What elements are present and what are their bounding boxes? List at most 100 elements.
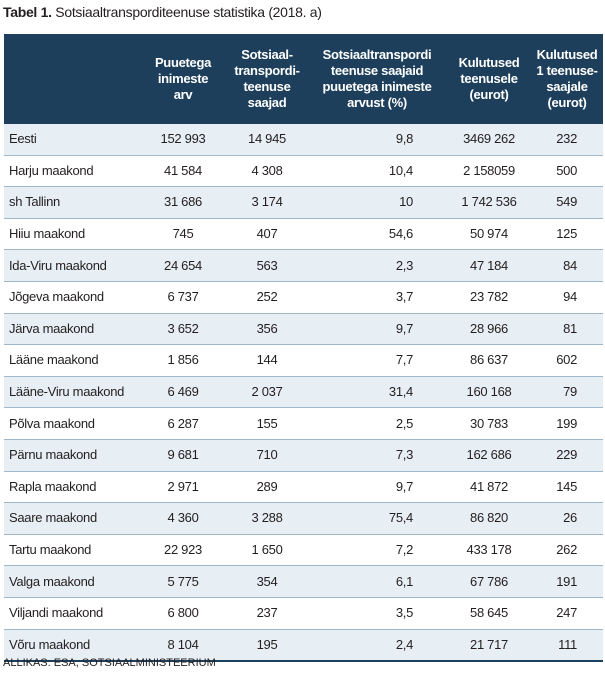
transport-recipients: 237 bbox=[227, 597, 307, 630]
table-row: Lääne maakond 1 856 144 7,7 86 637 602 bbox=[4, 344, 603, 377]
service-expenses: 3469 262 bbox=[447, 124, 531, 156]
disabled-people-count: 41 584 bbox=[139, 155, 227, 188]
table-row: sh Tallinn 31 686 3 174 10 1 742 536 549 bbox=[4, 186, 603, 219]
transport-recipients: 563 bbox=[227, 249, 307, 282]
table-row: Viljandi maakond 6 800 237 3,5 58 645 247 bbox=[4, 597, 603, 630]
transport-recipients: 407 bbox=[227, 218, 307, 251]
recipients-share: 7,2 bbox=[307, 534, 447, 567]
table-row: Jõgeva maakond 6 737 252 3,7 23 782 94 bbox=[4, 281, 603, 314]
region-name: Võru maakond bbox=[4, 629, 139, 663]
region-name: Ida-Viru maakond bbox=[4, 249, 139, 282]
expense-per-recipient: 81 bbox=[531, 313, 603, 346]
region-name: Viljandi maakond bbox=[4, 597, 139, 630]
region-name: Harju maakond bbox=[4, 155, 139, 188]
expense-per-recipient: 26 bbox=[531, 502, 603, 535]
table-row: Ida-Viru maakond 24 654 563 2,3 47 184 84 bbox=[4, 249, 603, 282]
disabled-people-count: 24 654 bbox=[139, 249, 227, 282]
transport-recipients: 144 bbox=[227, 344, 307, 377]
service-expenses: 47 184 bbox=[447, 249, 531, 282]
transport-recipients: 14 945 bbox=[227, 124, 307, 156]
region-name: sh Tallinn bbox=[4, 186, 139, 219]
region-name: Saare maakond bbox=[4, 502, 139, 535]
region-name: Eesti bbox=[4, 124, 139, 156]
recipients-share: 6,1 bbox=[307, 565, 447, 598]
transport-recipients: 356 bbox=[227, 313, 307, 346]
expense-per-recipient: 191 bbox=[531, 565, 603, 598]
service-expenses: 67 786 bbox=[447, 565, 531, 598]
region-name: Hiiu maakond bbox=[4, 218, 139, 251]
caption-title: Sotsiaaltransporditeenuse statistika (20… bbox=[55, 4, 322, 20]
table-body: Eesti 152 993 14 945 9,8 3469 262 232 Harju ma… bbox=[4, 124, 603, 663]
table-row: Lääne-Viru maakond 6 469 2 037 31,4 160 168 7… bbox=[4, 376, 603, 409]
transport-recipients: 2 037 bbox=[227, 376, 307, 409]
disabled-people-count-header: Puuetega inimeste arv bbox=[139, 34, 227, 124]
disabled-people-count: 152 993 bbox=[139, 124, 227, 156]
recipients-share: 31,4 bbox=[307, 376, 447, 409]
transport-recipients: 354 bbox=[227, 565, 307, 598]
expense-per-recipient: 199 bbox=[531, 407, 603, 440]
table-row: Võru maakond 8 104 195 2,4 21 717 111 bbox=[4, 629, 603, 663]
header-row: Puuetega inimeste arv Sotsiaal- transpord… bbox=[4, 34, 603, 124]
expense-per-recipient: 111 bbox=[531, 629, 603, 663]
disabled-people-count: 2 971 bbox=[139, 471, 227, 504]
expense-per-recipient: 232 bbox=[531, 124, 603, 156]
recipients-share: 7,3 bbox=[307, 439, 447, 472]
region-name: Järva maakond bbox=[4, 313, 139, 346]
expense-per-recipient: 229 bbox=[531, 439, 603, 472]
region-name: Valga maakond bbox=[4, 565, 139, 598]
region-name: Lääne maakond bbox=[4, 344, 139, 377]
region-name: Tartu maakond bbox=[4, 534, 139, 567]
disabled-people-count: 1 856 bbox=[139, 344, 227, 377]
disabled-people-count: 9 681 bbox=[139, 439, 227, 472]
source-note: ALLIKAS: ESA, SOTSIAALMINISTEERIUM bbox=[3, 657, 216, 669]
transport-recipients: 710 bbox=[227, 439, 307, 472]
recipients-share-header: Sotsiaaltranspordi teenuse saajaid puuet… bbox=[307, 34, 447, 124]
disabled-people-count: 6 287 bbox=[139, 407, 227, 440]
service-expenses: 21 717 bbox=[447, 629, 531, 663]
recipients-share: 9,7 bbox=[307, 471, 447, 504]
table-row: Harju maakond 41 584 4 308 10,4 2 158059 500 bbox=[4, 155, 603, 188]
region-name: Rapla maakond bbox=[4, 471, 139, 504]
recipients-share: 9,8 bbox=[307, 124, 447, 156]
expense-per-recipient: 94 bbox=[531, 281, 603, 314]
service-expenses-header: Kulutused teenusele (eurot) bbox=[447, 34, 531, 124]
disabled-people-count: 3 652 bbox=[139, 313, 227, 346]
expense-per-recipient-header: Kulutused 1 teenuse- saajale (eurot) bbox=[531, 34, 603, 124]
expense-per-recipient: 549 bbox=[531, 186, 603, 219]
disabled-people-count: 22 923 bbox=[139, 534, 227, 567]
statistics-table: Puuetega inimeste arv Sotsiaal- transpord… bbox=[4, 34, 603, 663]
region-header bbox=[4, 34, 139, 124]
expense-per-recipient: 262 bbox=[531, 534, 603, 567]
transport-recipients: 289 bbox=[227, 471, 307, 504]
service-expenses: 2 158059 bbox=[447, 155, 531, 188]
recipients-share: 75,4 bbox=[307, 502, 447, 535]
table-row: Pärnu maakond 9 681 710 7,3 162 686 229 bbox=[4, 439, 603, 472]
recipients-share: 10 bbox=[307, 186, 447, 219]
table-caption: Tabel 1. Sotsiaaltransporditeenuse stati… bbox=[3, 2, 322, 22]
table-row: Eesti 152 993 14 945 9,8 3469 262 232 bbox=[4, 124, 603, 156]
table-row: Hiiu maakond 745 407 54,6 50 974 125 bbox=[4, 218, 603, 251]
table-row: Valga maakond 5 775 354 6,1 67 786 191 bbox=[4, 565, 603, 598]
disabled-people-count: 6 469 bbox=[139, 376, 227, 409]
service-expenses: 23 782 bbox=[447, 281, 531, 314]
service-expenses: 86 820 bbox=[447, 502, 531, 535]
transport-recipients: 4 308 bbox=[227, 155, 307, 188]
disabled-people-count: 5 775 bbox=[139, 565, 227, 598]
recipients-share: 54,6 bbox=[307, 218, 447, 251]
service-expenses: 160 168 bbox=[447, 376, 531, 409]
expense-per-recipient: 125 bbox=[531, 218, 603, 251]
transport-recipients: 195 bbox=[227, 629, 307, 663]
expense-per-recipient: 500 bbox=[531, 155, 603, 188]
disabled-people-count: 745 bbox=[139, 218, 227, 251]
service-expenses: 30 783 bbox=[447, 407, 531, 440]
table-header: Puuetega inimeste arv Sotsiaal- transpord… bbox=[4, 34, 603, 124]
service-expenses: 41 872 bbox=[447, 471, 531, 504]
transport-recipients: 1 650 bbox=[227, 534, 307, 567]
region-name: Pärnu maakond bbox=[4, 439, 139, 472]
recipients-share: 10,4 bbox=[307, 155, 447, 188]
service-expenses: 86 637 bbox=[447, 344, 531, 377]
disabled-people-count: 8 104 bbox=[139, 629, 227, 663]
transport-recipients: 155 bbox=[227, 407, 307, 440]
region-name: Lääne-Viru maakond bbox=[4, 376, 139, 409]
expense-per-recipient: 247 bbox=[531, 597, 603, 630]
